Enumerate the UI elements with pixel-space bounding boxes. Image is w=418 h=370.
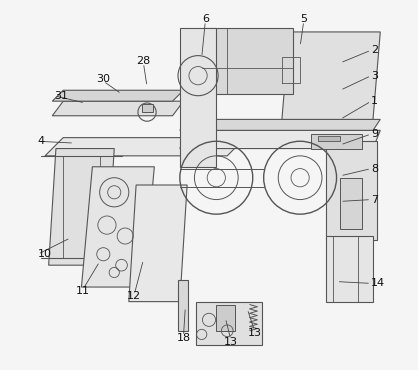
Bar: [178, 280, 188, 331]
Text: 12: 12: [127, 291, 141, 301]
Bar: [319, 136, 340, 141]
Text: 10: 10: [38, 249, 52, 259]
Text: 11: 11: [76, 286, 90, 296]
Polygon shape: [326, 141, 377, 240]
Polygon shape: [82, 167, 154, 287]
Polygon shape: [202, 28, 293, 94]
Bar: [216, 305, 234, 331]
Text: 13: 13: [224, 337, 238, 347]
Polygon shape: [282, 32, 380, 120]
Bar: [311, 134, 362, 149]
Polygon shape: [180, 130, 380, 149]
Polygon shape: [180, 120, 380, 130]
Bar: [340, 178, 362, 229]
Polygon shape: [180, 28, 216, 167]
Polygon shape: [52, 90, 184, 101]
Bar: [326, 236, 373, 302]
Text: 2: 2: [371, 45, 378, 55]
Text: 1: 1: [371, 96, 378, 106]
Polygon shape: [48, 149, 114, 265]
Bar: [142, 104, 153, 112]
Bar: [196, 302, 262, 345]
Text: 13: 13: [247, 327, 262, 337]
Text: 7: 7: [371, 195, 378, 205]
Text: 6: 6: [202, 14, 209, 24]
Polygon shape: [45, 138, 245, 156]
Text: 8: 8: [371, 164, 378, 174]
Text: 4: 4: [38, 136, 45, 146]
Text: 3: 3: [371, 71, 378, 81]
Text: 30: 30: [96, 74, 110, 84]
Text: 18: 18: [176, 333, 191, 343]
Text: 31: 31: [54, 91, 68, 101]
Text: 5: 5: [300, 14, 307, 24]
Text: 14: 14: [371, 278, 385, 288]
Text: 28: 28: [136, 56, 150, 66]
Polygon shape: [129, 185, 187, 302]
Polygon shape: [52, 101, 184, 116]
Text: 9: 9: [371, 129, 378, 139]
